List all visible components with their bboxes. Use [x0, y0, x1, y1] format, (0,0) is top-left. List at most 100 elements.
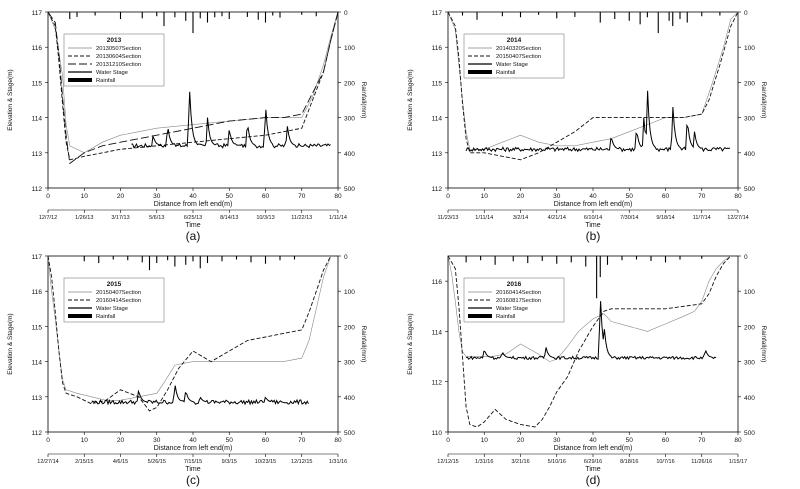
- x-tick-label: 10: [481, 437, 489, 444]
- y2-tick-label: 200: [744, 80, 755, 87]
- x-tick-label: 80: [334, 437, 342, 444]
- y-tick-label: 117: [432, 10, 443, 17]
- y2-tick-label: 500: [744, 430, 755, 437]
- y2-axis-title: Rainfall(mm): [360, 326, 367, 363]
- time-tick-label: 1/31/16: [329, 459, 347, 465]
- series-line-water-stage: [131, 91, 331, 149]
- y-axis-title: Elevation & Stage(m): [407, 69, 414, 130]
- legend-label: Rainfall: [496, 70, 515, 76]
- time-tick-label: 3/17/13: [111, 215, 129, 221]
- series-line-20140320section: [448, 12, 738, 150]
- x-tick-label: 50: [226, 437, 234, 444]
- y-tick-label: 116: [32, 289, 43, 296]
- x-axis-title: Distance from left end(m): [154, 201, 233, 208]
- legend-label: 20160817Section: [496, 298, 541, 304]
- panel-label: (d): [586, 473, 601, 487]
- chart-c: 112 113 114 115 116 117 0 100 200 300 400 500 0 10 20 3…: [7, 254, 367, 487]
- y2-tick-label: 300: [344, 116, 355, 123]
- legend-label: Rainfall: [496, 314, 515, 320]
- y2-tick-label: 0: [344, 10, 348, 17]
- time-tick-label: 10/23/15: [255, 459, 276, 465]
- time-tick-label: 11/26/16: [691, 459, 712, 465]
- time-axis-title: Time: [185, 222, 200, 229]
- y-tick-label: 115: [32, 324, 43, 331]
- time-tick-label: 4/21/14: [548, 215, 566, 221]
- x-tick-label: 0: [46, 193, 50, 200]
- time-tick-label: 9/3/15: [222, 459, 237, 465]
- legend-label: 20150407Section: [496, 54, 541, 60]
- y2-tick-label: 100: [344, 289, 355, 296]
- y2-axis-title: Rainfall(mm): [760, 82, 767, 119]
- time-tick-label: 12/27/14: [37, 459, 58, 465]
- y-tick-label: 113: [32, 395, 43, 402]
- legend-label: Rainfall: [96, 78, 115, 84]
- y2-tick-label: 300: [744, 360, 755, 367]
- y-tick-label: 116: [432, 279, 443, 286]
- x-tick-label: 30: [153, 193, 161, 200]
- series-line-20130604section: [48, 12, 338, 161]
- x-tick-label: 20: [517, 193, 525, 200]
- legend-swatch-rainfall: [68, 78, 92, 82]
- legend-label: 20140320Section: [496, 46, 541, 52]
- y2-tick-label: 0: [344, 254, 348, 261]
- series-line-20150407section: [48, 256, 332, 401]
- x-tick-label: 20: [517, 437, 525, 444]
- y-tick-label: 112: [432, 380, 443, 387]
- x-tick-label: 0: [446, 193, 450, 200]
- series-line-20131210section: [48, 12, 338, 165]
- legend-swatch-rainfall: [468, 70, 492, 74]
- legend-title: 2014: [507, 37, 522, 44]
- y2-tick-label: 500: [344, 186, 355, 193]
- legend-label: Water Stage: [496, 62, 528, 68]
- x-tick-label: 0: [46, 437, 50, 444]
- time-tick-label: 1/31/16: [475, 459, 493, 465]
- x-tick-label: 60: [662, 437, 670, 444]
- y2-tick-label: 400: [744, 395, 755, 402]
- time-tick-label: 12/7/12: [39, 215, 57, 221]
- x-tick-label: 60: [662, 193, 670, 200]
- legend-title: 2015: [107, 281, 122, 288]
- series-line-20150407section: [448, 12, 738, 161]
- y2-axis-title: Rainfall(mm): [760, 326, 767, 363]
- chart-d: 110 112 114 116 0 100 200 300 400 500 0 10 20 30 40 50 6…: [407, 254, 767, 487]
- x-tick-label: 70: [298, 193, 306, 200]
- legend-label: 20131210Section: [96, 62, 141, 68]
- y-tick-label: 114: [432, 116, 443, 123]
- legend-swatch-rainfall: [468, 314, 492, 318]
- time-tick-label: 1/15/17: [729, 459, 747, 465]
- time-tick-label: 5/26/15: [148, 459, 166, 465]
- x-tick-label: 80: [734, 193, 742, 200]
- time-tick-label: 12/12/15: [437, 459, 458, 465]
- series-line-20130507section: [48, 12, 338, 154]
- time-axis-title: Time: [185, 466, 200, 473]
- x-tick-label: 70: [298, 437, 306, 444]
- y2-tick-label: 100: [744, 289, 755, 296]
- panel-label: (a): [186, 229, 201, 243]
- y-tick-label: 114: [432, 329, 443, 336]
- y-tick-label: 115: [32, 80, 43, 87]
- time-tick-label: 6/25/13: [184, 215, 202, 221]
- x-tick-label: 40: [189, 193, 197, 200]
- y-tick-label: 114: [32, 116, 43, 123]
- series-line-water-stage: [91, 385, 309, 406]
- legend-swatch-rainfall: [68, 314, 92, 318]
- time-tick-label: 8/18/16: [620, 459, 638, 465]
- y-tick-label: 115: [432, 80, 443, 87]
- x-tick-label: 40: [589, 437, 597, 444]
- x-tick-label: 20: [117, 437, 125, 444]
- y2-tick-label: 100: [744, 45, 755, 52]
- series-line-20160817section: [448, 256, 732, 428]
- x-axis-title: Distance from left end(m): [554, 201, 633, 208]
- time-tick-label: 1/11/14: [475, 215, 493, 221]
- y-tick-label: 112: [32, 430, 43, 437]
- x-tick-label: 0: [446, 437, 450, 444]
- y2-tick-label: 500: [344, 430, 355, 437]
- chart-panel-d: 110 112 114 116 0 100 200 300 400 500 0 10 20 30 40 50 6…: [400, 244, 800, 488]
- time-tick-label: 11/22/13: [291, 215, 312, 221]
- x-tick-label: 50: [626, 437, 634, 444]
- x-tick-label: 10: [81, 193, 89, 200]
- time-tick-label: 3/21/16: [511, 459, 529, 465]
- y-tick-label: 112: [32, 186, 43, 193]
- chart-panel-a: 112 113 114 115 116 117 0 100 200 300 400 500 0 10 20 3…: [0, 0, 400, 244]
- y-axis-title: Elevation & Stage(m): [7, 313, 14, 374]
